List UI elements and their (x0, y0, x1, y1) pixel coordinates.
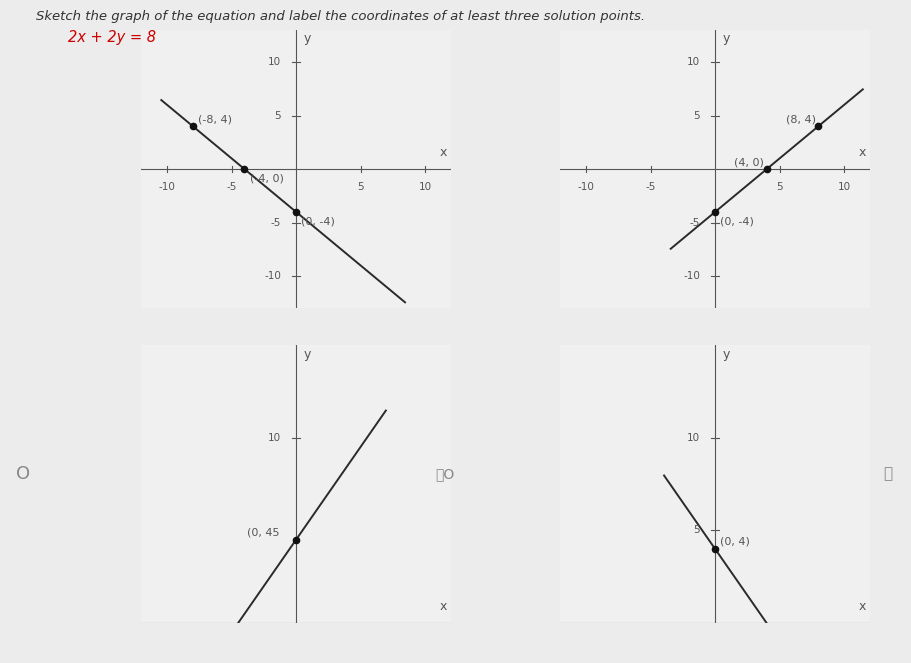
Text: ⓘ: ⓘ (884, 467, 893, 481)
Text: (0, 4): (0, 4) (721, 536, 750, 546)
Text: 5: 5 (274, 111, 281, 121)
Text: (0, -4): (0, -4) (721, 217, 754, 227)
Text: -5: -5 (271, 217, 281, 227)
Text: 10: 10 (268, 57, 281, 67)
Text: 5: 5 (693, 111, 701, 121)
Text: y: y (303, 32, 311, 45)
Text: 10: 10 (687, 57, 701, 67)
Text: -5: -5 (645, 182, 656, 192)
Text: -5: -5 (226, 182, 237, 192)
Text: -5: -5 (690, 217, 701, 227)
Text: (0, 45: (0, 45 (247, 527, 280, 537)
Text: -10: -10 (159, 182, 176, 192)
Text: 5: 5 (776, 182, 783, 192)
Text: x: x (859, 600, 866, 613)
Text: 5: 5 (357, 182, 363, 192)
Text: y: y (722, 349, 730, 361)
Text: x: x (440, 146, 447, 159)
Text: -10: -10 (578, 182, 595, 192)
Text: 10: 10 (418, 182, 432, 192)
Text: Sketch the graph of the equation and label the coordinates of at least three sol: Sketch the graph of the equation and lab… (36, 10, 646, 23)
Text: x: x (859, 146, 866, 159)
Text: 2x + 2y = 8: 2x + 2y = 8 (68, 30, 157, 45)
Text: 5: 5 (693, 525, 701, 536)
Text: (8, 4): (8, 4) (786, 115, 816, 125)
Text: (0, -4): (0, -4) (302, 217, 335, 227)
Text: y: y (722, 32, 730, 45)
Text: x: x (440, 600, 447, 613)
Text: -10: -10 (264, 271, 281, 281)
Text: y: y (303, 349, 311, 361)
Text: 10: 10 (687, 432, 701, 443)
Text: ⓘO: ⓘO (435, 467, 455, 481)
Text: (-4, 0): (-4, 0) (250, 174, 283, 184)
Text: (-8, 4): (-8, 4) (198, 115, 232, 125)
Text: -10: -10 (683, 271, 701, 281)
Text: 10: 10 (268, 432, 281, 443)
Text: (4, 0): (4, 0) (734, 158, 764, 168)
Text: O: O (15, 465, 30, 483)
Text: 10: 10 (837, 182, 851, 192)
